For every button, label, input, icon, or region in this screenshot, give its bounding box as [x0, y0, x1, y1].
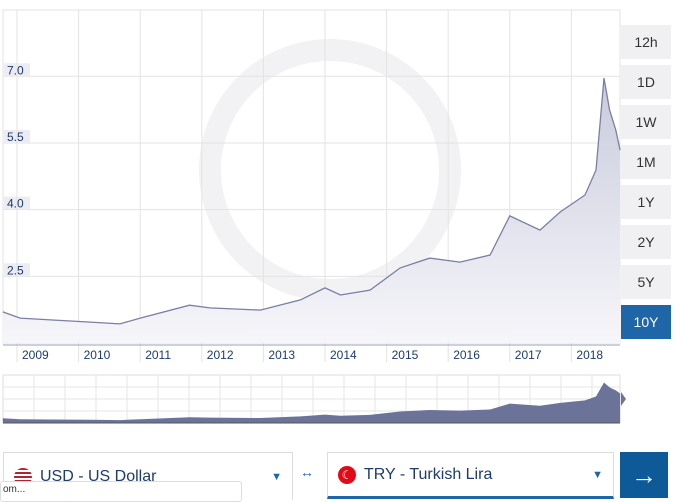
swap-icon[interactable]: ↔ [300, 464, 314, 480]
y-tick-label: 5.5 [7, 130, 24, 144]
x-tick-label: 2016 [453, 348, 480, 362]
rate-area [2, 78, 621, 343]
navigator-series [2, 382, 621, 423]
convert-button[interactable]: → [620, 452, 668, 498]
range-button-5y[interactable]: 5Y [621, 265, 671, 299]
to-currency-label: TRY - Turkish Lira [364, 465, 493, 483]
range-button-1m[interactable]: 1M [621, 145, 671, 179]
x-tick-label: 2011 [145, 348, 171, 362]
range-button-10y[interactable]: 10Y [621, 305, 671, 339]
from-currency-label: USD - US Dollar [40, 467, 157, 485]
turkey-flag-icon: ☾ [338, 465, 356, 484]
x-tick-label: 2009 [22, 348, 49, 362]
range-button-12h[interactable]: 12h [621, 25, 671, 59]
rate-line [2, 77, 621, 325]
x-tick-label: 2012 [207, 348, 234, 362]
range-button-2y[interactable]: 2Y [621, 225, 671, 259]
arrow-right-icon: → [631, 459, 657, 490]
rate-chart: 1.02.54.05.57.02009201020112012201320142… [2, 9, 626, 424]
y-tick-label: 2.5 [7, 263, 24, 277]
range-button-1w[interactable]: 1W [621, 105, 671, 139]
x-tick-label: 2018 [576, 348, 603, 362]
x-tick-label: 2010 [84, 348, 111, 362]
navigator-handle [621, 392, 626, 406]
x-tick-label: 2014 [330, 348, 357, 362]
range-button-1y[interactable]: 1Y [621, 185, 671, 219]
x-tick-label: 2017 [515, 348, 542, 362]
chevron-down-icon: ▼ [271, 470, 282, 483]
tooltip: om... [0, 481, 242, 502]
range-button-1d[interactable]: 1D [621, 65, 671, 99]
y-tick-label: 7.0 [7, 63, 24, 77]
chevron-down-icon: ▼ [592, 468, 603, 481]
to-currency-select[interactable]: ☾ TRY - Turkish Lira ▼ [327, 452, 614, 499]
y-tick-label: 4.0 [7, 197, 24, 211]
x-tick-label: 2015 [392, 348, 419, 362]
x-tick-label: 2013 [268, 348, 295, 362]
